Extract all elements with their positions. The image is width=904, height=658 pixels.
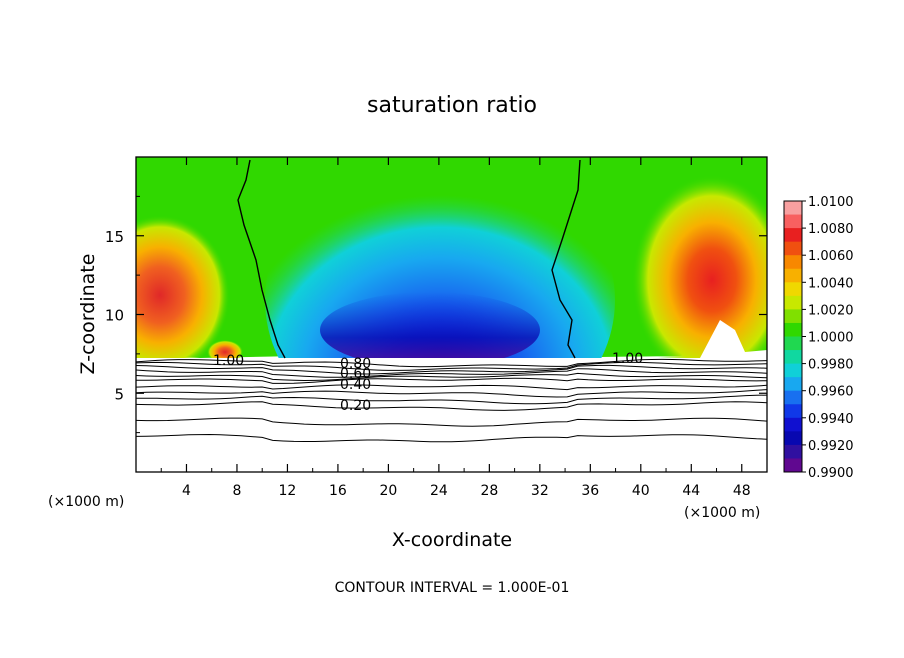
contour-line: [136, 358, 767, 368]
colorbar-swatch: [784, 282, 802, 297]
colorbar-label: 0.9920: [808, 439, 854, 454]
x-tick-label: 12: [279, 483, 297, 499]
contour-label-020: 0.20: [340, 398, 371, 414]
colorbar-swatch: [784, 322, 802, 337]
colorbar-swatch: [784, 363, 802, 378]
x-tick-label: 16: [329, 483, 347, 499]
chart-title: saturation ratio: [367, 93, 537, 118]
colorbar-label: 1.0060: [808, 249, 854, 264]
x-tick-label: 20: [379, 483, 397, 499]
colorbar-swatch: [784, 228, 802, 243]
colorbar-swatch: [784, 336, 802, 351]
contour-line: [136, 364, 767, 375]
contour-line: [136, 372, 767, 382]
x-tick-label: 28: [480, 483, 498, 499]
colorbar-swatch: [784, 377, 802, 392]
colorbar-labels: 1.0100 1.0080 1.0060 1.0040 1.0020 1.0000 0.99…: [802, 195, 854, 481]
contour-lines: [136, 358, 767, 443]
colorbar-swatch: [784, 390, 802, 405]
contour-line: [136, 394, 767, 405]
colorbar-swatch: [784, 295, 802, 310]
contour-line: [136, 433, 767, 443]
contour-line: [136, 401, 767, 411]
contour-label-080: 0.80: [340, 356, 371, 372]
contour-label-040: 0.40: [340, 377, 371, 393]
colorbar-label: 1.0020: [808, 303, 854, 318]
x-tick-label: 8: [232, 483, 241, 499]
x-tick-label: 48: [733, 483, 751, 499]
x-unit-left: (×1000 m): [48, 494, 124, 510]
x-tick-label: 40: [632, 483, 650, 499]
x-tick-label: 32: [531, 483, 549, 499]
contour-line: [136, 377, 767, 384]
x-tick-label: 44: [682, 483, 700, 499]
colorbar: [783, 200, 803, 473]
colorbar-swatch: [784, 201, 802, 216]
y-tick-label: 15: [105, 228, 124, 246]
colorbar-label: 0.9980: [808, 358, 854, 373]
y-axis-label: Z-coordinate: [77, 254, 99, 375]
colorbar-label: 0.9940: [808, 412, 854, 427]
colorbar-swatch: [784, 404, 802, 419]
heatmap-field: [136, 157, 767, 472]
contour-line: [136, 368, 767, 378]
x-tick-label: 24: [430, 483, 448, 499]
colorbar-swatch: [784, 241, 802, 256]
x-tick-label: 36: [581, 483, 599, 499]
x-axis-label: X-coordinate: [392, 529, 512, 551]
colorbar-swatch: [784, 350, 802, 365]
x-tick-label: 4: [182, 483, 191, 499]
contour-line: [136, 389, 767, 398]
contour-labels: 1.00 1.00 0.80 0.60 0.40 0.20: [213, 351, 643, 414]
contour-line: [136, 384, 767, 391]
x-unit-right: (×1000 m): [684, 505, 760, 521]
colorbar-swatch: [784, 417, 802, 432]
colorbar-label: 0.9900: [808, 466, 854, 481]
colorbar-label: 0.9960: [808, 385, 854, 400]
contour-interval-footer: CONTOUR INTERVAL = 1.000E-01: [335, 580, 570, 596]
colorbar-swatch: [784, 255, 802, 270]
contour-label-100-left: 1.00: [213, 353, 244, 369]
colorbar-swatch: [784, 431, 802, 446]
colorbar-label: 1.0080: [808, 222, 854, 237]
contour-label-100-right: 1.00: [612, 351, 643, 367]
y-axis: 5 10 15: [105, 195, 767, 434]
colorbar-label: 1.0100: [808, 195, 854, 210]
colorbar-swatch: [784, 444, 802, 459]
x-axis: 4 8 12 16 20 24 28 32 36 40 44 48: [160, 157, 751, 499]
colorbar-swatch: [784, 214, 802, 229]
colorbar-label: 1.0000: [808, 331, 854, 346]
y-tick-label: 5: [114, 385, 124, 403]
colorbar-label: 1.0040: [808, 276, 854, 291]
y-tick-label: 10: [105, 307, 124, 325]
contour-label-060: 0.60: [340, 366, 371, 382]
colorbar-swatch: [784, 268, 802, 283]
colorbar-swatch: [784, 458, 802, 473]
contour-line: [136, 361, 767, 371]
contour-line: [136, 417, 767, 427]
colorbar-swatch: [784, 309, 802, 324]
